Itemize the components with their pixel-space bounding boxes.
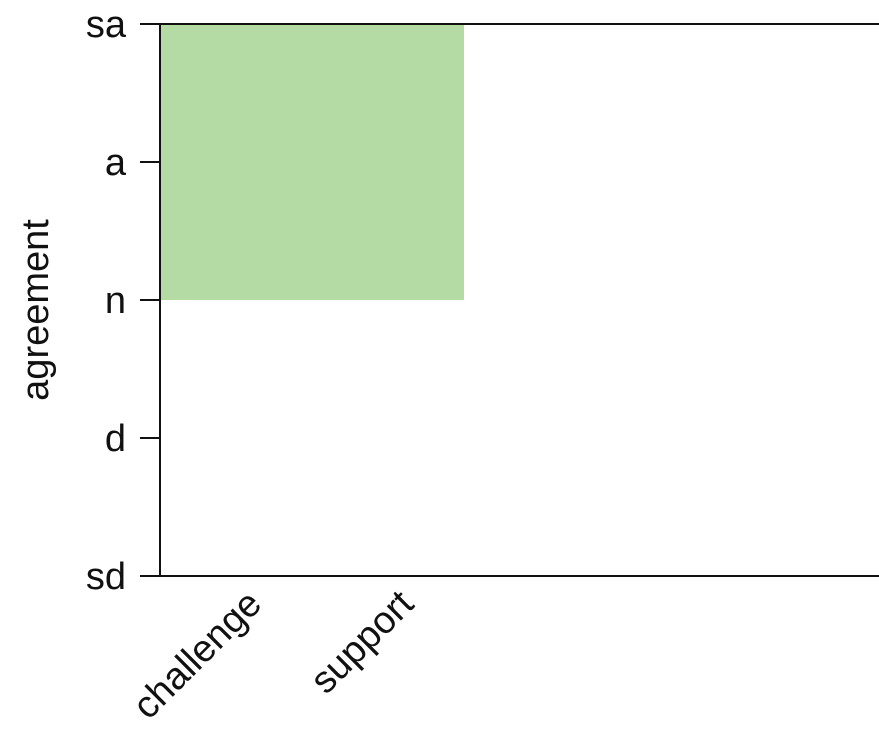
y-tick-label-a: a <box>105 142 127 184</box>
chart-marks <box>160 24 464 300</box>
chart-axes <box>140 23 879 577</box>
x-tick-label-support: support <box>303 582 423 702</box>
y-tick-label-n: n <box>105 280 126 322</box>
y-axis-label: agreement <box>15 219 57 401</box>
y-tick-label-d: d <box>105 418 126 460</box>
bar-challenge-support <box>160 24 464 300</box>
y-tick-label-sa: sa <box>86 4 127 46</box>
y-tick-label-sd: sd <box>86 556 126 598</box>
x-tick-label-challenge: challenge <box>125 583 270 728</box>
